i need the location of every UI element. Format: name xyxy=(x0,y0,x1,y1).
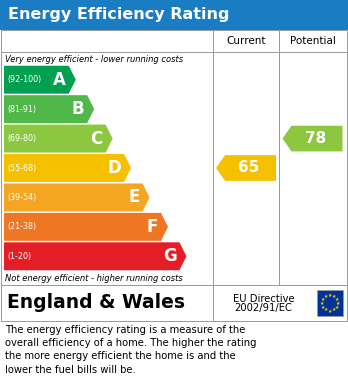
Bar xyxy=(1,30,347,285)
Polygon shape xyxy=(216,155,276,181)
Text: EU Directive: EU Directive xyxy=(233,294,294,304)
Text: F: F xyxy=(147,218,158,236)
Text: ★: ★ xyxy=(335,305,339,310)
Text: E: E xyxy=(128,188,140,206)
Text: (69-80): (69-80) xyxy=(7,134,36,143)
Text: ★: ★ xyxy=(328,308,332,314)
Text: ★: ★ xyxy=(321,296,325,301)
Polygon shape xyxy=(4,125,113,152)
Polygon shape xyxy=(4,95,94,123)
Text: G: G xyxy=(163,247,176,265)
Text: ★: ★ xyxy=(335,296,339,301)
Polygon shape xyxy=(4,183,150,212)
Text: ★: ★ xyxy=(332,307,336,312)
Text: (55-68): (55-68) xyxy=(7,163,36,172)
Text: ★: ★ xyxy=(336,301,340,305)
Bar xyxy=(0,0,348,30)
Text: ★: ★ xyxy=(320,301,324,305)
Text: (1-20): (1-20) xyxy=(7,252,31,261)
Polygon shape xyxy=(4,213,168,241)
Text: (39-54): (39-54) xyxy=(7,193,36,202)
Text: Current: Current xyxy=(226,36,266,46)
Polygon shape xyxy=(283,126,342,151)
Text: ★: ★ xyxy=(321,305,325,310)
Text: England & Wales: England & Wales xyxy=(7,294,185,312)
Text: ★: ★ xyxy=(324,307,328,312)
Text: 78: 78 xyxy=(305,131,326,146)
Text: ★: ★ xyxy=(332,294,336,299)
Text: (21-38): (21-38) xyxy=(7,222,36,231)
Polygon shape xyxy=(4,242,187,270)
Text: Potential: Potential xyxy=(290,36,335,46)
Text: The energy efficiency rating is a measure of the
overall efficiency of a home. T: The energy efficiency rating is a measur… xyxy=(5,325,256,375)
Text: (92-100): (92-100) xyxy=(7,75,41,84)
Text: D: D xyxy=(107,159,121,177)
Text: ★: ★ xyxy=(328,292,332,298)
Text: Very energy efficient - lower running costs: Very energy efficient - lower running co… xyxy=(5,55,183,64)
Text: Not energy efficient - higher running costs: Not energy efficient - higher running co… xyxy=(5,274,183,283)
Text: 2002/91/EC: 2002/91/EC xyxy=(235,303,292,313)
Text: A: A xyxy=(53,71,66,89)
Text: (81-91): (81-91) xyxy=(7,105,36,114)
Bar xyxy=(317,290,343,316)
Polygon shape xyxy=(4,66,76,94)
Text: B: B xyxy=(72,100,84,118)
Text: ★: ★ xyxy=(324,294,328,299)
Text: C: C xyxy=(90,129,103,147)
Bar xyxy=(1,285,347,321)
Text: Energy Efficiency Rating: Energy Efficiency Rating xyxy=(8,7,229,23)
Text: 65: 65 xyxy=(238,160,260,176)
Polygon shape xyxy=(4,154,131,182)
